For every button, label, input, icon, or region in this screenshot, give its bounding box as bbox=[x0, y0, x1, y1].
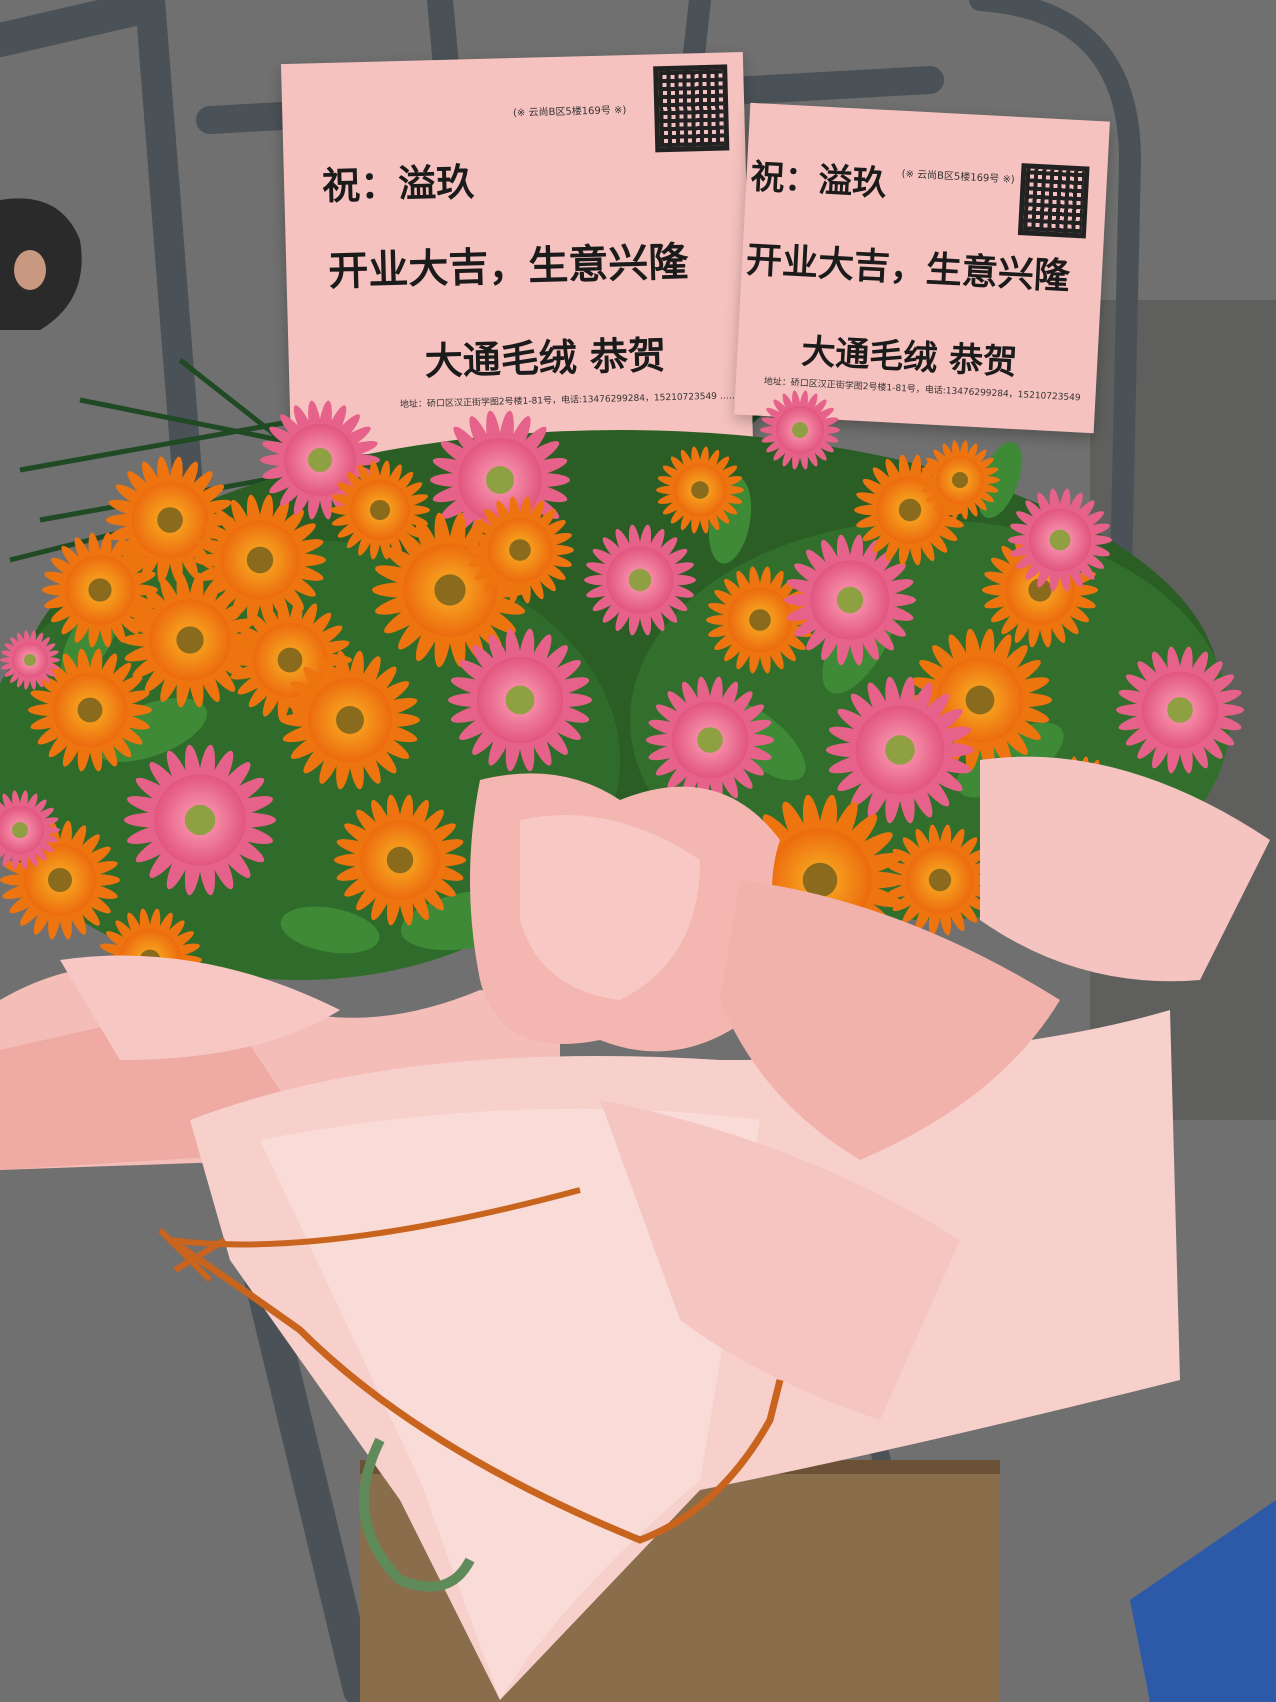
card-sender: 大通毛绒 恭贺 bbox=[424, 332, 667, 384]
greeting-card: (※ 云尚B区5楼169号 ※) 祝：溢玖 开业大吉，生意兴隆 大通毛绒 恭贺 … bbox=[280, 52, 754, 456]
greeting-card: (※ 云尚B区5楼169号 ※) 祝：溢玖 开业大吉，生意兴隆 大通毛绒 恭贺 … bbox=[734, 102, 1110, 434]
card-address-bottom: 地址：硚口区汉正街学图2号楼1-81号，电话:13476299284，15210… bbox=[399, 391, 738, 411]
card-message: 开业大吉，生意兴隆 bbox=[327, 238, 689, 295]
card-message: 开业大吉，生意兴隆 bbox=[745, 238, 1071, 298]
card-sender: 大通毛绒 恭贺 bbox=[800, 331, 1019, 384]
card-address-top: (※ 云尚B区5楼169号 ※) bbox=[512, 105, 627, 120]
qr-code-icon bbox=[653, 64, 730, 153]
qr-code-icon bbox=[1017, 163, 1090, 239]
wooden-crate bbox=[360, 1460, 1000, 1702]
card-recipient: 祝：溢玖 bbox=[321, 159, 475, 209]
toe bbox=[14, 250, 46, 290]
card-recipient: 祝：溢玖 bbox=[749, 156, 888, 204]
card-address-top: (※ 云尚B区5楼169号 ※) bbox=[901, 168, 1016, 186]
